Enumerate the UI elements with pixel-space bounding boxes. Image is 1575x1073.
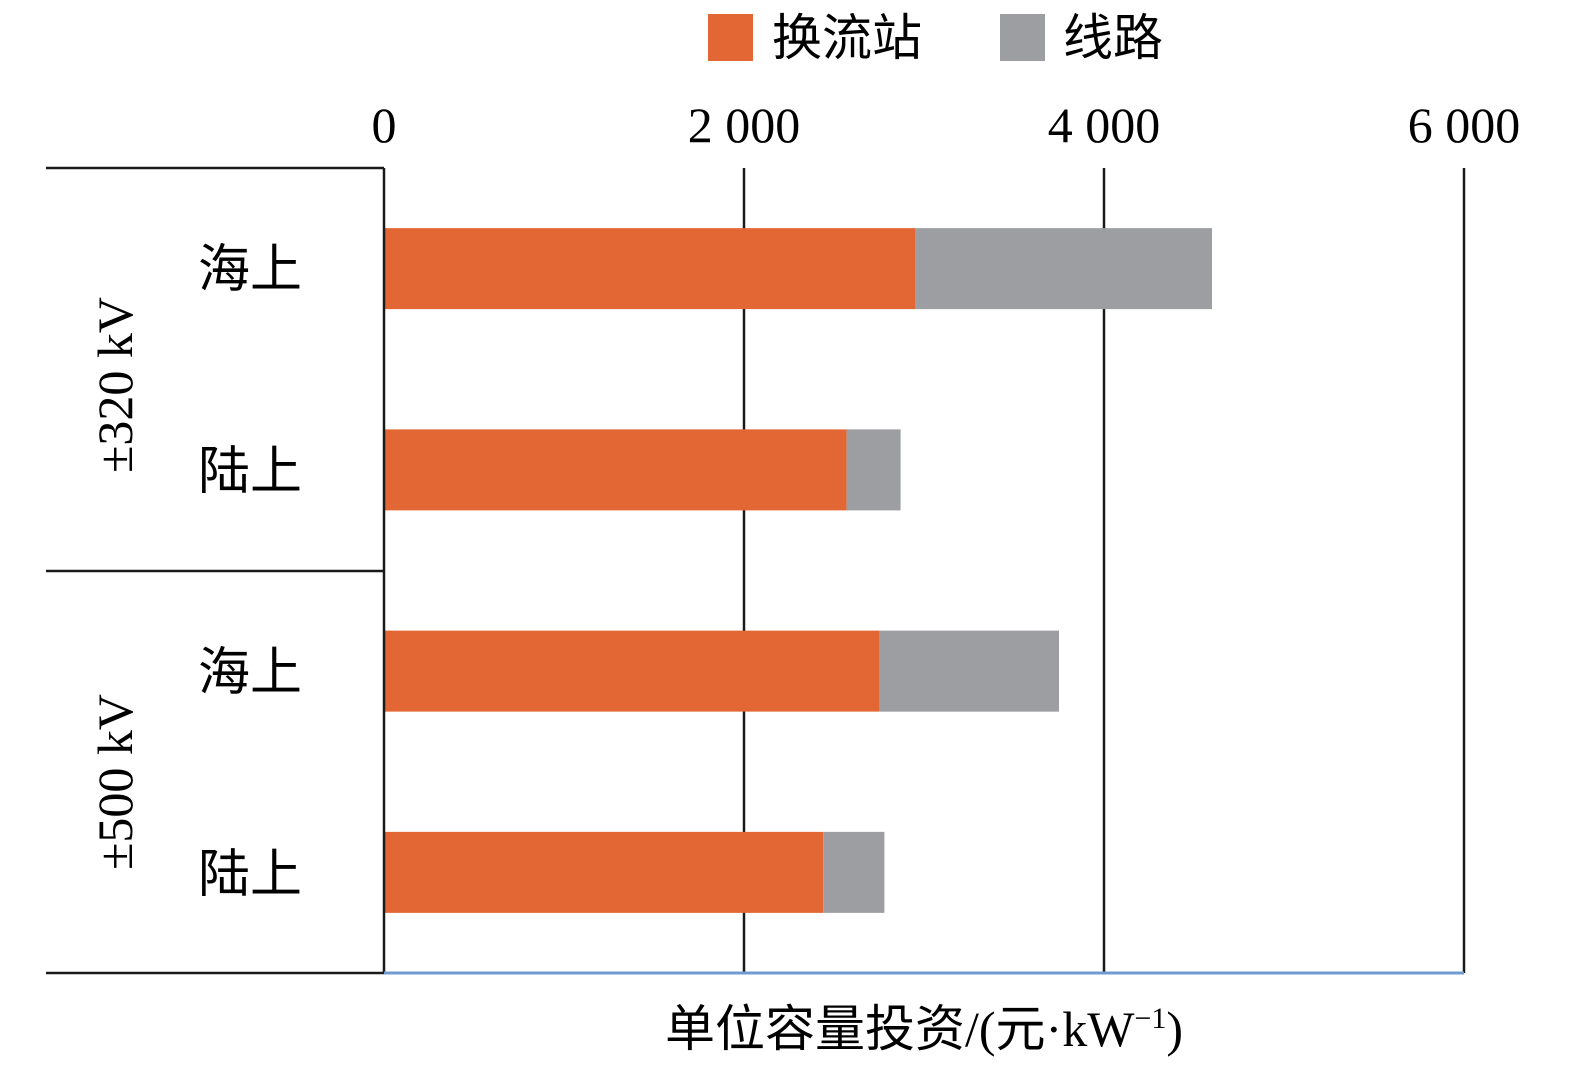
legend-label-converter-station: 换流站: [772, 10, 922, 66]
bar-segment-line: [915, 228, 1212, 310]
category-frame: [46, 166, 386, 975]
x-axis-title: 单位容量投资/(元·kW−1): [665, 1001, 1183, 1057]
x-axis-title-main: 单位容量投资/(元·kW: [665, 1001, 1135, 1057]
x-tick-label: 0: [372, 97, 397, 153]
x-tick-labels: 0 2 000 4 000 6 000: [372, 97, 1521, 153]
legend-swatch-line: [1000, 14, 1045, 61]
category-label: 陆上: [198, 444, 302, 501]
group-labels: ±320 kV ±500 kV: [87, 297, 143, 870]
bar-segment-converter-station: [384, 630, 879, 712]
x-axis-title-superscript: −1: [1134, 1002, 1166, 1035]
category-label: 陆上: [198, 847, 302, 904]
group-label: ±500 kV: [87, 694, 143, 870]
legend: 换流站 线路: [708, 10, 1163, 66]
bar-segment-line: [846, 429, 901, 511]
bar-segment-line: [823, 831, 885, 913]
x-tick-label: 2 000: [688, 97, 801, 153]
legend-label-line: 线路: [1063, 10, 1163, 66]
bars: [384, 228, 1212, 913]
x-tick-label: 6 000: [1408, 97, 1521, 153]
legend-swatch-converter-station: [708, 14, 753, 61]
category-labels: 海上 陆上 海上 陆上: [198, 242, 302, 904]
category-label: 海上: [198, 645, 302, 702]
category-label: 海上: [198, 242, 302, 299]
group-label: ±320 kV: [87, 297, 143, 473]
x-tick-label: 4 000: [1048, 97, 1161, 153]
x-axis-title-close: ): [1166, 1001, 1183, 1057]
bar-segment-line: [879, 630, 1059, 712]
bar-segment-converter-station: [384, 228, 915, 310]
bar-segment-converter-station: [384, 831, 824, 913]
bar-segment-converter-station: [384, 429, 847, 511]
